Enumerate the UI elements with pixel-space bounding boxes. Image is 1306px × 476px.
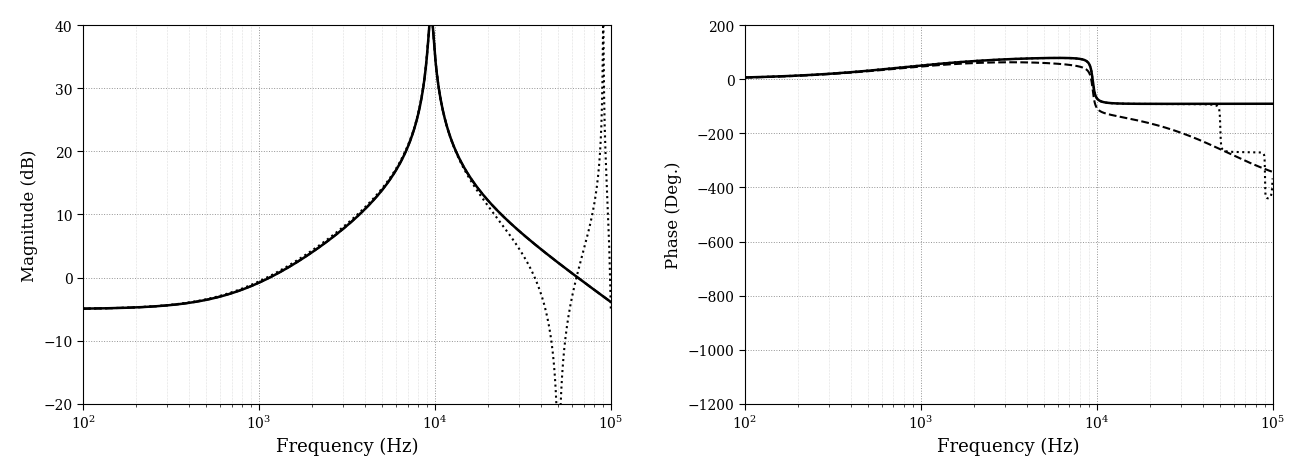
- X-axis label: Frequency (Hz): Frequency (Hz): [938, 437, 1080, 455]
- Y-axis label: Phase (Deg.): Phase (Deg.): [665, 161, 682, 268]
- X-axis label: Frequency (Hz): Frequency (Hz): [276, 437, 418, 455]
- Y-axis label: Magnitude (dB): Magnitude (dB): [21, 149, 38, 281]
